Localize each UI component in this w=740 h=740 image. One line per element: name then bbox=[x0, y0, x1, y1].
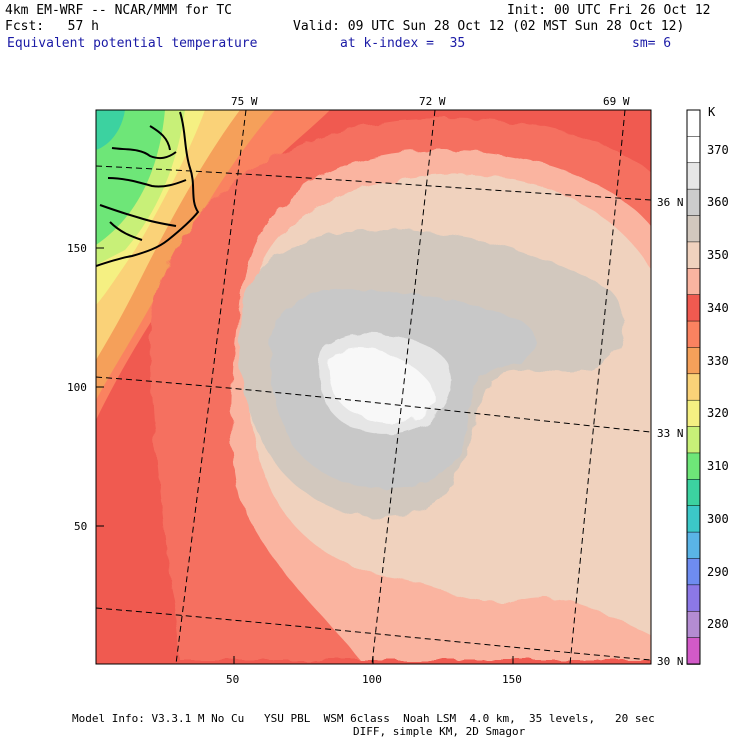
colorbar-cell bbox=[686, 162, 701, 190]
lon-label: 72 W bbox=[419, 95, 446, 108]
colorbar-cell bbox=[686, 294, 701, 322]
colorbar-cell bbox=[686, 268, 701, 296]
lat-label: 30 N bbox=[657, 655, 684, 668]
y-tick-label: 50 bbox=[74, 520, 88, 533]
colorbar-label: 330 bbox=[707, 353, 729, 368]
coastline bbox=[96, 111, 200, 267]
y-tick-label: 100 bbox=[67, 381, 87, 394]
smoothing: sm= 6 bbox=[632, 36, 672, 51]
colorbar-cell bbox=[686, 399, 701, 428]
colorbar-cell bbox=[686, 136, 701, 164]
colorbar-label: 360 bbox=[707, 195, 729, 210]
valid-time: Valid: 09 UTC Sun 28 Oct 12 (02 MST Sun … bbox=[293, 19, 685, 34]
colorbar-label: 320 bbox=[707, 406, 729, 421]
colorbar-cell bbox=[686, 479, 701, 507]
temperature-field bbox=[96, 110, 651, 664]
colorbar-unit: K bbox=[708, 105, 716, 119]
lat-label: 36 N bbox=[657, 196, 684, 209]
colorbar-cell bbox=[686, 584, 701, 612]
field-name: Equivalent potential temperature bbox=[7, 36, 258, 51]
colorbar-cell bbox=[686, 558, 701, 586]
colorbar-cell bbox=[686, 320, 701, 349]
colorbar-cell bbox=[686, 452, 701, 481]
colorbar-cell bbox=[686, 241, 701, 270]
lat-label: 33 N bbox=[657, 427, 684, 440]
colorbar-cell bbox=[686, 637, 701, 665]
colorbar-cell bbox=[686, 347, 701, 375]
latlon-grid bbox=[96, 110, 651, 664]
colorbar-cell bbox=[686, 373, 701, 401]
colorbar bbox=[686, 109, 701, 665]
colorbar-cell bbox=[686, 426, 701, 454]
init-time: Init: 00 UTC Fri 26 Oct 12 bbox=[507, 3, 711, 18]
forecast-hour: Fcst: 57 h bbox=[5, 19, 99, 34]
colorbar-label: 340 bbox=[707, 300, 729, 315]
colorbar-cell bbox=[686, 188, 701, 217]
axis-ticks bbox=[96, 247, 514, 664]
x-tick-label: 100 bbox=[362, 673, 382, 686]
model-title: 4km EM-WRF -- NCAR/MMM for TC bbox=[5, 3, 232, 18]
colorbar-cell bbox=[686, 531, 701, 560]
x-tick-label: 50 bbox=[226, 673, 240, 686]
colorbar-label: 370 bbox=[707, 142, 729, 157]
model-info-2: DIFF, simple KM, 2D Smagor bbox=[353, 725, 526, 738]
lon-label: 69 W bbox=[603, 95, 630, 108]
y-tick-label: 150 bbox=[67, 242, 87, 255]
colorbar-cell bbox=[686, 109, 701, 138]
x-tick-label: 150 bbox=[502, 673, 522, 686]
lon-label: 75 W bbox=[231, 95, 258, 108]
colorbar-label: 350 bbox=[707, 248, 729, 263]
colorbar-label: 310 bbox=[707, 459, 729, 474]
colorbar-cell bbox=[686, 215, 701, 243]
colorbar-cell bbox=[686, 610, 701, 639]
colorbar-label: 300 bbox=[707, 511, 729, 526]
model-info: Model Info: V3.3.1 M No Cu YSU PBL WSM 6… bbox=[72, 712, 655, 725]
k-index: at k-index = 35 bbox=[340, 36, 466, 51]
colorbar-cell bbox=[686, 505, 701, 533]
colorbar-label: 280 bbox=[707, 617, 729, 632]
colorbar-label: 290 bbox=[707, 564, 729, 579]
